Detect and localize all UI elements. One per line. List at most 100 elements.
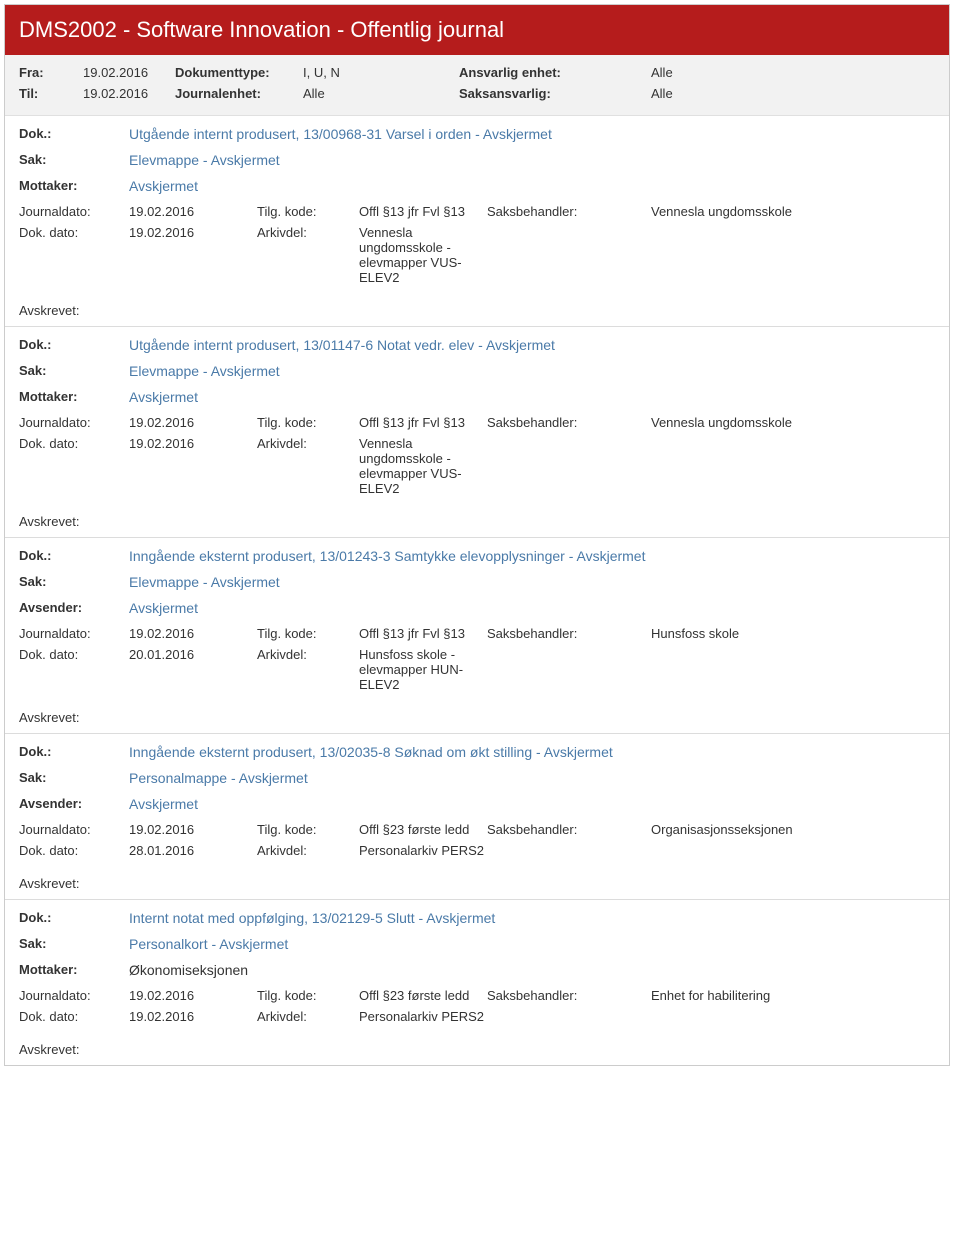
sak-label: Sak: — [19, 574, 129, 589]
tilgkode-value: Offl §13 jfr Fvl §13 — [359, 204, 487, 219]
arkivdel-label: Arkivdel: — [257, 647, 359, 662]
tilgkode-label: Tilg. kode: — [257, 988, 359, 1003]
dok-value: Internt notat med oppfølging, 13/02129-5… — [129, 910, 495, 926]
arkivdel-value: Personalarkiv PERS2 — [359, 843, 487, 858]
sak-label: Sak: — [19, 770, 129, 785]
avskrevet-label: Avskrevet: — [19, 1042, 935, 1057]
tilgkode-value: Offl §23 første ledd — [359, 822, 487, 837]
sak-value: Elevmappe - Avskjermet — [129, 363, 280, 379]
journal-entry: Dok.: Inngående eksternt produsert, 13/0… — [5, 734, 949, 900]
meta-row: Dok. dato: 20.01.2016 Arkivdel: Hunsfoss… — [19, 647, 935, 692]
fra-label: Fra: — [19, 65, 83, 80]
meta-row: Dok. dato: 19.02.2016 Arkivdel: Vennesla… — [19, 436, 935, 496]
journal-page: DMS2002 - Software Innovation - Offentli… — [4, 4, 950, 1066]
arkivdel-value: Hunsfoss skole - elevmapper HUN-ELEV2 — [359, 647, 487, 692]
tilgkode-value: Offl §13 jfr Fvl §13 — [359, 626, 487, 641]
journalenhet-label: Journalenhet: — [175, 86, 303, 101]
avskrevet-label: Avskrevet: — [19, 514, 935, 529]
dokdato-label: Dok. dato: — [19, 225, 129, 240]
journaldato-value: 19.02.2016 — [129, 988, 257, 1003]
party-label: Avsender: — [19, 600, 129, 615]
party-label: Mottaker: — [19, 389, 129, 404]
saksansvarlig-value: Alle — [651, 86, 673, 101]
journaldato-value: 19.02.2016 — [129, 626, 257, 641]
meta-row: Dok. dato: 19.02.2016 Arkivdel: Personal… — [19, 1009, 935, 1024]
party-value: Avskjermet — [129, 178, 198, 194]
dokdato-value: 19.02.2016 — [129, 436, 257, 451]
party-value: Økonomiseksjonen — [129, 962, 248, 978]
dok-label: Dok.: — [19, 126, 129, 141]
saksbehandler-value: Hunsfoss skole — [651, 626, 739, 641]
filter-block: Fra: 19.02.2016 Dokumenttype: I, U, N An… — [5, 55, 949, 116]
saksbehandler-value: Vennesla ungdomsskole — [651, 415, 792, 430]
tilgkode-label: Tilg. kode: — [257, 822, 359, 837]
tilgkode-value: Offl §23 første ledd — [359, 988, 487, 1003]
dok-label: Dok.: — [19, 744, 129, 759]
journaldato-label: Journaldato: — [19, 822, 129, 837]
avskrevet-label: Avskrevet: — [19, 303, 935, 318]
meta-row: Dok. dato: 28.01.2016 Arkivdel: Personal… — [19, 843, 935, 858]
arkivdel-label: Arkivdel: — [257, 1009, 359, 1024]
party-label: Avsender: — [19, 796, 129, 811]
journal-entry: Dok.: Utgående internt produsert, 13/009… — [5, 116, 949, 327]
sak-value: Personalkort - Avskjermet — [129, 936, 288, 952]
saksbehandler-label: Saksbehandler: — [487, 204, 651, 219]
meta-row: Journaldato: 19.02.2016 Tilg. kode: Offl… — [19, 626, 935, 641]
sak-value: Elevmappe - Avskjermet — [129, 574, 280, 590]
fra-value: 19.02.2016 — [83, 65, 175, 80]
sak-value: Elevmappe - Avskjermet — [129, 152, 280, 168]
dok-value: Inngående eksternt produsert, 13/02035-8… — [129, 744, 613, 760]
meta-row: Journaldato: 19.02.2016 Tilg. kode: Offl… — [19, 988, 935, 1003]
avskrevet-label: Avskrevet: — [19, 876, 935, 891]
journaldato-label: Journaldato: — [19, 204, 129, 219]
meta-row: Journaldato: 19.02.2016 Tilg. kode: Offl… — [19, 415, 935, 430]
dok-value: Utgående internt produsert, 13/01147-6 N… — [129, 337, 555, 353]
filter-row: Til: 19.02.2016 Journalenhet: Alle Saksa… — [19, 86, 935, 101]
saksbehandler-label: Saksbehandler: — [487, 626, 651, 641]
party-label: Mottaker: — [19, 962, 129, 977]
party-label: Mottaker: — [19, 178, 129, 193]
arkivdel-label: Arkivdel: — [257, 843, 359, 858]
journaldato-value: 19.02.2016 — [129, 415, 257, 430]
page-title: DMS2002 - Software Innovation - Offentli… — [19, 17, 504, 42]
journaldato-label: Journaldato: — [19, 626, 129, 641]
til-label: Til: — [19, 86, 83, 101]
dokdato-label: Dok. dato: — [19, 647, 129, 662]
party-value: Avskjermet — [129, 600, 198, 616]
saksbehandler-value: Organisasjonsseksjonen — [651, 822, 793, 837]
party-value: Avskjermet — [129, 389, 198, 405]
doktype-label: Dokumenttype: — [175, 65, 303, 80]
journaldato-label: Journaldato: — [19, 415, 129, 430]
filter-row: Fra: 19.02.2016 Dokumenttype: I, U, N An… — [19, 65, 935, 80]
saksbehandler-label: Saksbehandler: — [487, 822, 651, 837]
dokdato-value: 28.01.2016 — [129, 843, 257, 858]
journaldato-value: 19.02.2016 — [129, 204, 257, 219]
ansvarlig-value: Alle — [651, 65, 673, 80]
til-value: 19.02.2016 — [83, 86, 175, 101]
tilgkode-label: Tilg. kode: — [257, 415, 359, 430]
dok-value: Inngående eksternt produsert, 13/01243-3… — [129, 548, 645, 564]
tilgkode-label: Tilg. kode: — [257, 204, 359, 219]
dok-label: Dok.: — [19, 910, 129, 925]
page-title-bar: DMS2002 - Software Innovation - Offentli… — [5, 5, 949, 55]
tilgkode-value: Offl §13 jfr Fvl §13 — [359, 415, 487, 430]
meta-row: Journaldato: 19.02.2016 Tilg. kode: Offl… — [19, 204, 935, 219]
avskrevet-label: Avskrevet: — [19, 710, 935, 725]
dok-label: Dok.: — [19, 548, 129, 563]
saksbehandler-value: Enhet for habilitering — [651, 988, 770, 1003]
dokdato-label: Dok. dato: — [19, 436, 129, 451]
tilgkode-label: Tilg. kode: — [257, 626, 359, 641]
dokdato-value: 19.02.2016 — [129, 225, 257, 240]
journaldato-value: 19.02.2016 — [129, 822, 257, 837]
sak-label: Sak: — [19, 363, 129, 378]
sak-label: Sak: — [19, 936, 129, 951]
saksansvarlig-label: Saksansvarlig: — [459, 86, 651, 101]
journaldato-label: Journaldato: — [19, 988, 129, 1003]
journalenhet-value: Alle — [303, 86, 459, 101]
meta-row: Dok. dato: 19.02.2016 Arkivdel: Vennesla… — [19, 225, 935, 285]
dokdato-label: Dok. dato: — [19, 843, 129, 858]
arkivdel-value: Vennesla ungdomsskole - elevmapper VUS-E… — [359, 436, 487, 496]
sak-label: Sak: — [19, 152, 129, 167]
party-value: Avskjermet — [129, 796, 198, 812]
dokdato-value: 20.01.2016 — [129, 647, 257, 662]
